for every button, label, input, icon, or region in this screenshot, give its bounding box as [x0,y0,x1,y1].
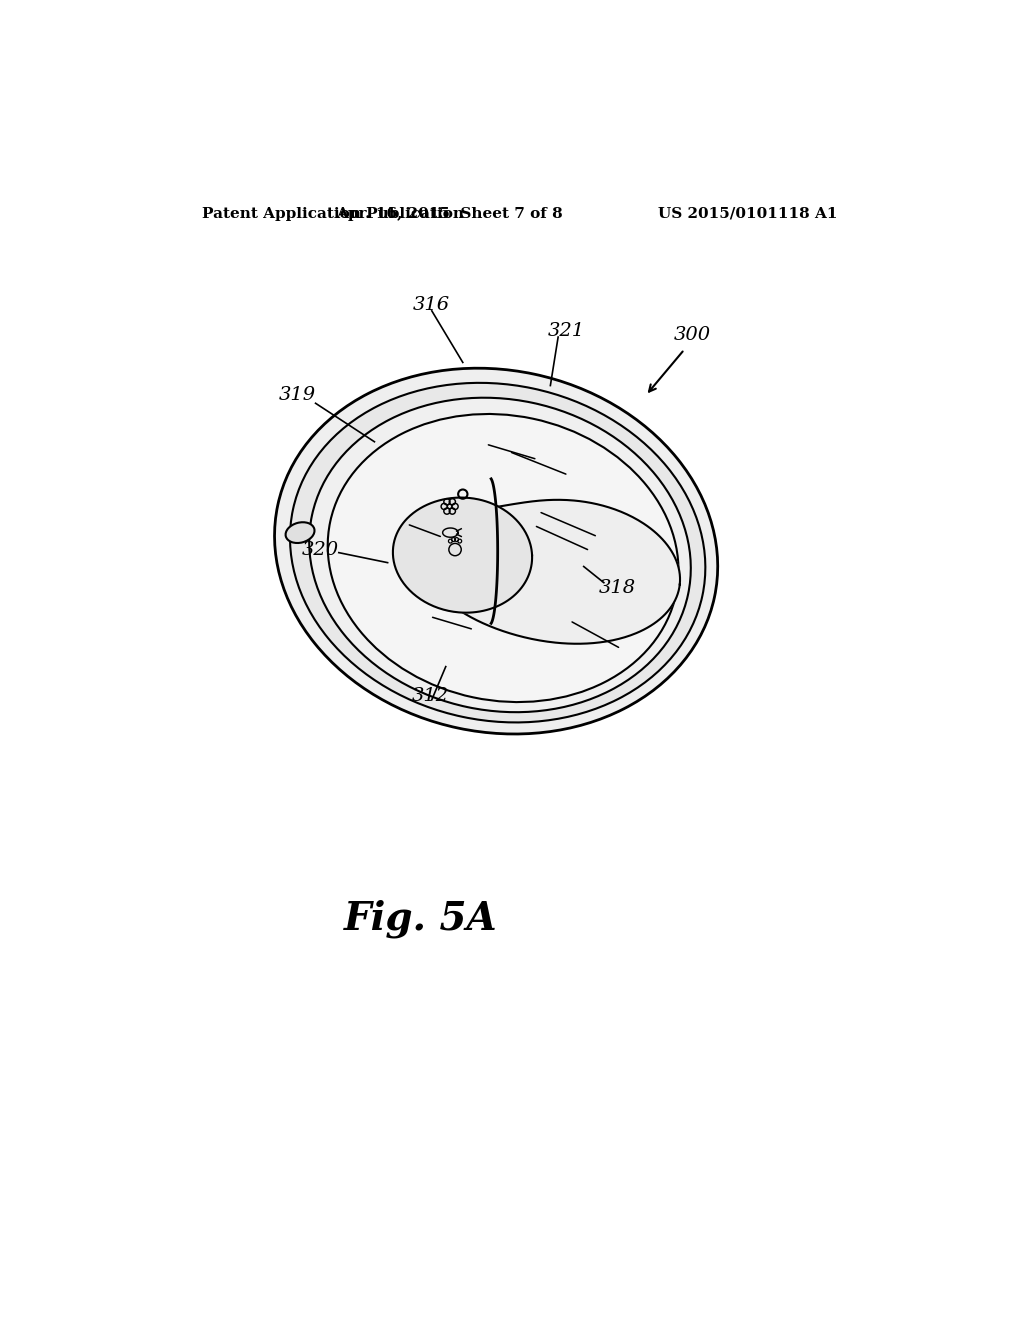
Text: Fig. 5A: Fig. 5A [344,900,498,939]
Text: US 2015/0101118 A1: US 2015/0101118 A1 [658,207,838,220]
Text: 320: 320 [302,541,339,558]
Text: 319: 319 [279,385,315,404]
Text: 316: 316 [414,296,451,314]
Text: 300: 300 [674,326,711,345]
Text: Apr. 16, 2015  Sheet 7 of 8: Apr. 16, 2015 Sheet 7 of 8 [336,207,563,220]
Text: 321: 321 [547,322,585,339]
Polygon shape [393,498,532,612]
Ellipse shape [328,414,679,702]
Ellipse shape [274,368,718,734]
Ellipse shape [290,383,706,722]
Ellipse shape [309,397,691,713]
Polygon shape [423,500,680,644]
Text: 312: 312 [412,686,449,705]
Text: Patent Application Publication: Patent Application Publication [202,207,464,220]
Text: 318: 318 [599,579,636,597]
Ellipse shape [286,523,314,543]
